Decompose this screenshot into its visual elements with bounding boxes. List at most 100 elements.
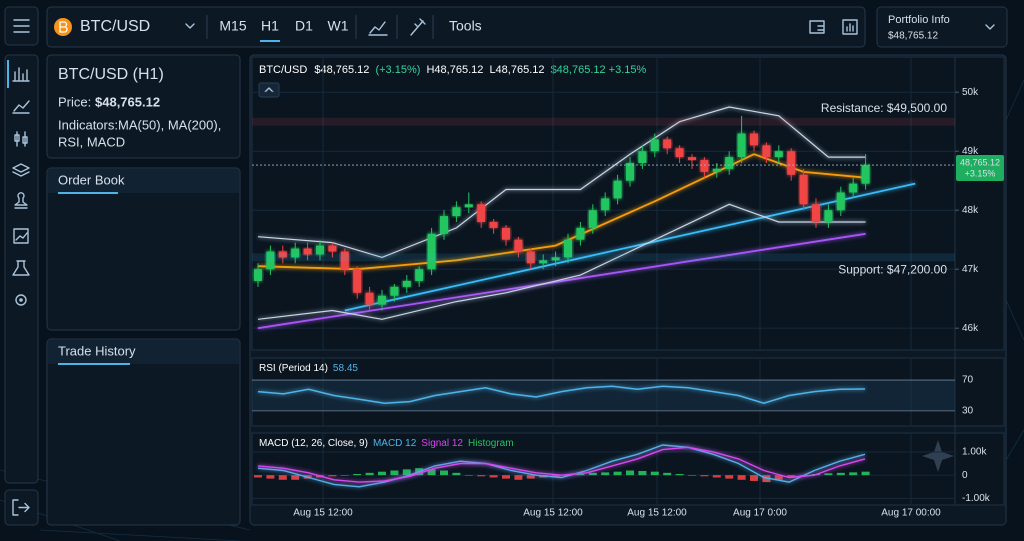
nav-analytics[interactable]: [13, 228, 29, 244]
nav-lab[interactable]: [12, 260, 30, 276]
symbol[interactable]: BTC/USD: [80, 18, 150, 35]
order-book-title[interactable]: Order Book: [58, 172, 125, 187]
candle-body: [440, 216, 448, 234]
y-tick-label: 46k: [962, 323, 979, 334]
nav-chart[interactable]: [12, 67, 30, 82]
info-panel: [46, 54, 241, 159]
candle-body: [489, 221, 498, 228]
tools-button[interactable]: Tools: [449, 18, 482, 34]
candle-body: [254, 269, 262, 281]
timeframe-button[interactable]: M15: [219, 18, 246, 34]
chart-change: (+3.15%): [375, 64, 420, 76]
menu-icon: [13, 19, 30, 33]
trade-history-header: [48, 340, 239, 364]
histogram-bar: [551, 475, 560, 477]
histogram-bar: [440, 470, 448, 476]
histogram-bar: [626, 470, 634, 476]
candle-body: [700, 160, 709, 172]
chart-symbol: BTC/USD: [259, 64, 307, 76]
last-price-change: +3.15%: [965, 168, 996, 178]
histogram-bar: [688, 475, 696, 476]
logout-icon[interactable]: [12, 499, 30, 516]
histogram-bar: [464, 475, 473, 476]
candle-body: [390, 286, 399, 296]
indicators-label: Indicators:: [58, 117, 118, 132]
portfolio-box[interactable]: [876, 6, 1008, 48]
candle-body: [762, 145, 771, 158]
candle-body: [576, 227, 585, 240]
y-tick-label: 47k: [962, 264, 979, 275]
order-book-header: [48, 169, 239, 193]
histogram-bar: [365, 472, 374, 476]
candle-body: [638, 151, 647, 164]
candle-body: [316, 245, 324, 255]
y-tick-label: 49k: [962, 146, 979, 157]
x-tick-label: Aug 15 12:00: [293, 508, 353, 519]
histogram-bar: [750, 475, 758, 481]
rsi-value: 58.45: [333, 363, 358, 374]
macd-title: MACD (12, 26, Close, 9): [259, 438, 368, 449]
active-indicator: [7, 60, 9, 88]
report-icon[interactable]: [842, 19, 858, 35]
histogram-bar: [452, 472, 461, 476]
histogram-bar: [266, 475, 275, 479]
histogram-bar: [502, 475, 510, 479]
candle-body: [564, 239, 572, 258]
histogram-bar: [601, 472, 610, 476]
histogram-bar: [278, 475, 287, 480]
candle-body: [415, 269, 424, 281]
candle-body: [427, 233, 436, 270]
histogram-bar: [824, 473, 833, 476]
timeframe-button[interactable]: H1: [261, 18, 279, 34]
timeframe-button[interactable]: D1: [295, 18, 313, 34]
histogram-bar: [254, 475, 262, 478]
candle-body: [688, 157, 696, 161]
sidebar: [4, 54, 39, 484]
candle-body: [477, 204, 486, 222]
candle-body: [514, 239, 523, 252]
histogram-bar: [477, 475, 486, 477]
macd-header: MACD (12, 26, Close, 9) MACD 12 Signal 12 H…: [259, 438, 514, 449]
timeframe-button[interactable]: W1: [328, 18, 349, 34]
overlay-line: [257, 153, 866, 271]
histogram-bar: [861, 471, 870, 476]
rsi-line: [257, 385, 866, 404]
y-tick-label: 30: [962, 406, 974, 417]
chart-type-icon[interactable]: [368, 21, 388, 36]
histogram-bar: [291, 475, 300, 480]
candle-body: [812, 204, 820, 222]
nav-settings[interactable]: [15, 294, 27, 306]
candle-body: [737, 133, 746, 158]
nav-layers[interactable]: [12, 163, 30, 177]
candle-body: [365, 292, 374, 305]
histogram-bar: [576, 473, 585, 476]
histogram-bar: [675, 473, 684, 476]
nav-stamp[interactable]: [14, 192, 28, 209]
histogram-bar: [328, 475, 337, 477]
nav-candles[interactable]: [14, 131, 28, 147]
nav-trend[interactable]: [12, 100, 30, 114]
histogram-bar: [787, 475, 796, 478]
candle-body: [588, 210, 597, 228]
macd-pane: [251, 432, 1005, 506]
candle-body: [402, 280, 411, 287]
collapse-button[interactable]: [258, 82, 280, 98]
trade-history-title[interactable]: Trade History: [58, 343, 136, 358]
draw-tools-icon[interactable]: [410, 18, 426, 36]
wallet-icon[interactable]: [809, 20, 825, 34]
histogram-bar: [378, 471, 386, 476]
rsi-header: RSI (Period 14) 58.45: [259, 363, 358, 374]
portfolio-dropdown[interactable]: [985, 24, 995, 30]
candle-body: [266, 251, 275, 270]
overlay-line: [344, 182, 916, 312]
candle-body: [675, 148, 684, 158]
symbol-dropdown[interactable]: [185, 23, 195, 29]
x-tick-label: Aug 17 0:00: [733, 508, 787, 519]
candle-body: [663, 139, 672, 149]
candle-body: [502, 227, 510, 240]
histogram-bar: [402, 469, 411, 476]
x-tick-label: Aug 15 12:00: [523, 508, 583, 519]
y-tick-label: 48k: [962, 205, 979, 216]
overlay-line: [257, 203, 866, 320]
